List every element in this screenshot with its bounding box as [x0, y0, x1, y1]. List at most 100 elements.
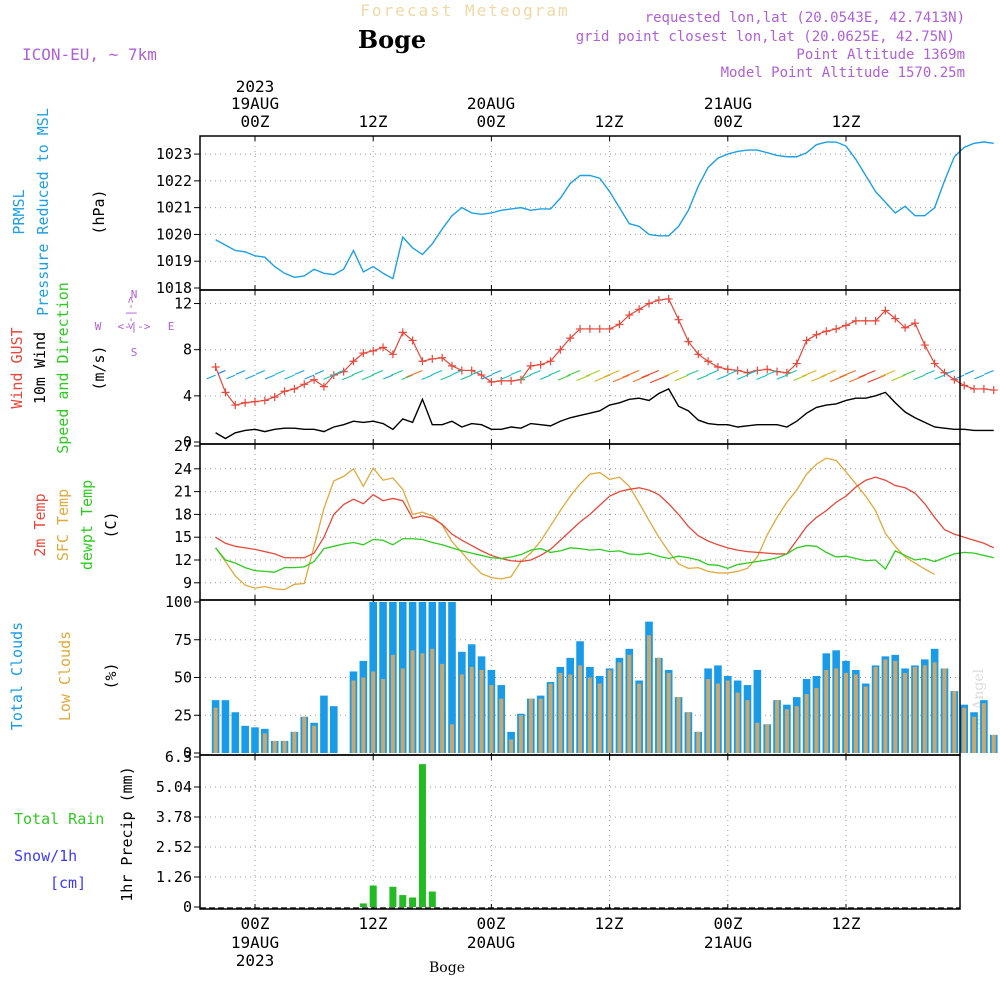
bottom-hour-label: 00Z	[714, 914, 743, 933]
low-cloud-bar	[400, 668, 405, 753]
location-title: Boge	[358, 25, 426, 54]
top-hour-label: 12Z	[832, 112, 861, 131]
low-cloud-bar	[981, 703, 986, 753]
temperature-panel-labels: 2m Temp SFC Temp dewpt Temp (C)	[31, 480, 120, 570]
wind-direction-arrow	[974, 374, 985, 380]
wind-direction-arrow	[585, 369, 600, 377]
y-tick-label: 25	[174, 706, 192, 724]
wind-direction-arrow	[390, 369, 403, 376]
low-cloud-bar	[459, 674, 464, 753]
low-cloud-bar	[853, 674, 858, 753]
low-cloud-bar	[440, 663, 445, 753]
y-tick-label: 1020	[156, 225, 192, 243]
wind-gust-marker	[891, 314, 900, 323]
wind-gust-marker	[438, 353, 447, 362]
y-tick-label: 1018	[156, 279, 192, 297]
top-date-label: 20AUG	[467, 94, 515, 113]
low-cloud-bar	[578, 665, 583, 753]
wind-direction-arrow	[217, 369, 226, 375]
top-date-label: 21AUG	[704, 94, 752, 113]
wind-direction-arrow	[902, 369, 916, 376]
low-cloud-bar	[686, 712, 691, 753]
low-cloud-bar	[351, 680, 356, 753]
wind-direction-arrow	[944, 369, 955, 375]
requested-coords: requested lon,lat (20.0543E, 42.7413N)	[645, 10, 965, 26]
total-cloud-bar	[753, 669, 762, 753]
wind-gust-marker	[802, 336, 811, 345]
wind-gust-marker	[674, 315, 683, 324]
wind-gust-marker	[467, 366, 476, 375]
wind-direction-arrow	[567, 369, 581, 377]
wind-gust-marker	[930, 359, 939, 368]
temp-2m-label: 2m Temp	[31, 493, 49, 556]
wind-gust-marker	[822, 327, 831, 336]
low-cloud-bar	[607, 669, 612, 753]
bottom-date-label: 19AUG	[231, 933, 279, 952]
y-tick-label: 2.52	[156, 838, 192, 856]
wind-gust-marker	[428, 354, 437, 363]
wind-gust-marker	[684, 337, 693, 346]
temp-unit: (C)	[102, 511, 120, 538]
compass-south: S	[131, 346, 138, 359]
wind-gust-marker	[645, 299, 653, 308]
wind-gust-marker	[871, 316, 880, 325]
wind-gust-marker	[526, 361, 535, 370]
low-cloud-bar	[922, 665, 927, 753]
low-cloud-bar	[784, 709, 789, 753]
wind-gust-marker	[398, 328, 407, 337]
wind-panel: 0 4 8 12	[174, 289, 998, 451]
rain-bar	[418, 764, 426, 907]
wind-direction-arrow	[539, 374, 551, 380]
wind-direction-arrow	[663, 369, 679, 378]
wind-gust-marker	[546, 357, 555, 366]
low-cloud-bar	[597, 683, 602, 753]
wind-direction-arrow	[746, 369, 758, 376]
low-cloud-bar	[883, 659, 888, 753]
wind-10m-label: 10m Wind	[31, 332, 49, 404]
wind-gust-marker	[221, 388, 230, 397]
wind-gust-marker	[635, 305, 644, 314]
low-cloud-bar	[715, 683, 720, 753]
bottom-hour-label: 00Z	[477, 914, 506, 933]
wind-direction-arrow	[481, 374, 492, 380]
wind-direction-arrow	[924, 369, 935, 376]
chart-panels: 1018 1019 1020 1021 1022 1023 0 4 8 12 9 12 15 18 21 24…	[156, 135, 998, 916]
low-cloud-bar	[499, 698, 504, 753]
low-cloud-bar	[430, 648, 435, 753]
wind-direction-arrow	[801, 369, 817, 377]
compass-west: W	[95, 320, 102, 333]
wind-speed-dir-label: Speed and Direction	[54, 282, 72, 454]
temp-sfc-label: SFC Temp	[54, 489, 72, 561]
y-tick-label: 12	[174, 551, 192, 569]
bottom-hour-label: 12Z	[359, 914, 388, 933]
wind-gust-marker	[851, 316, 860, 325]
low-cloud-bar	[765, 724, 770, 753]
low-cloud-bar	[568, 674, 573, 753]
y-tick-label: 9	[183, 574, 192, 592]
y-tick-label: 21	[174, 483, 192, 501]
precip-frame	[199, 754, 961, 910]
top-year-label: 2023	[236, 77, 275, 96]
wind-gust-marker	[418, 357, 427, 366]
wind-direction-arrow	[332, 369, 344, 376]
low-cloud-bar	[775, 700, 780, 753]
top-date-label: 19AUG	[231, 94, 279, 113]
total-cloud-bar	[448, 602, 456, 753]
y-tick-label: 6.3	[165, 748, 192, 766]
wind-gust-marker	[812, 330, 821, 339]
wind-direction-arrow	[314, 369, 325, 375]
precip-panel: 0 1.26 2.52 3.78 5.04 6.3	[156, 748, 961, 916]
top-hour-label: 12Z	[359, 112, 388, 131]
bottom-year-label: 2023	[236, 951, 275, 970]
total-cloud-bar	[330, 706, 338, 753]
low-cloud-bar	[844, 672, 848, 753]
snow-label: Snow/1h	[14, 847, 77, 865]
top-hour-label: 00Z	[477, 112, 506, 131]
wind-direction-arrow	[707, 369, 719, 376]
y-tick-label: 8	[183, 341, 192, 359]
wind-gust-marker	[910, 319, 919, 328]
total-clouds-label: Total Clouds	[8, 622, 26, 730]
low-cloud-bar	[962, 707, 967, 753]
wind-direction-arrow	[697, 374, 709, 381]
